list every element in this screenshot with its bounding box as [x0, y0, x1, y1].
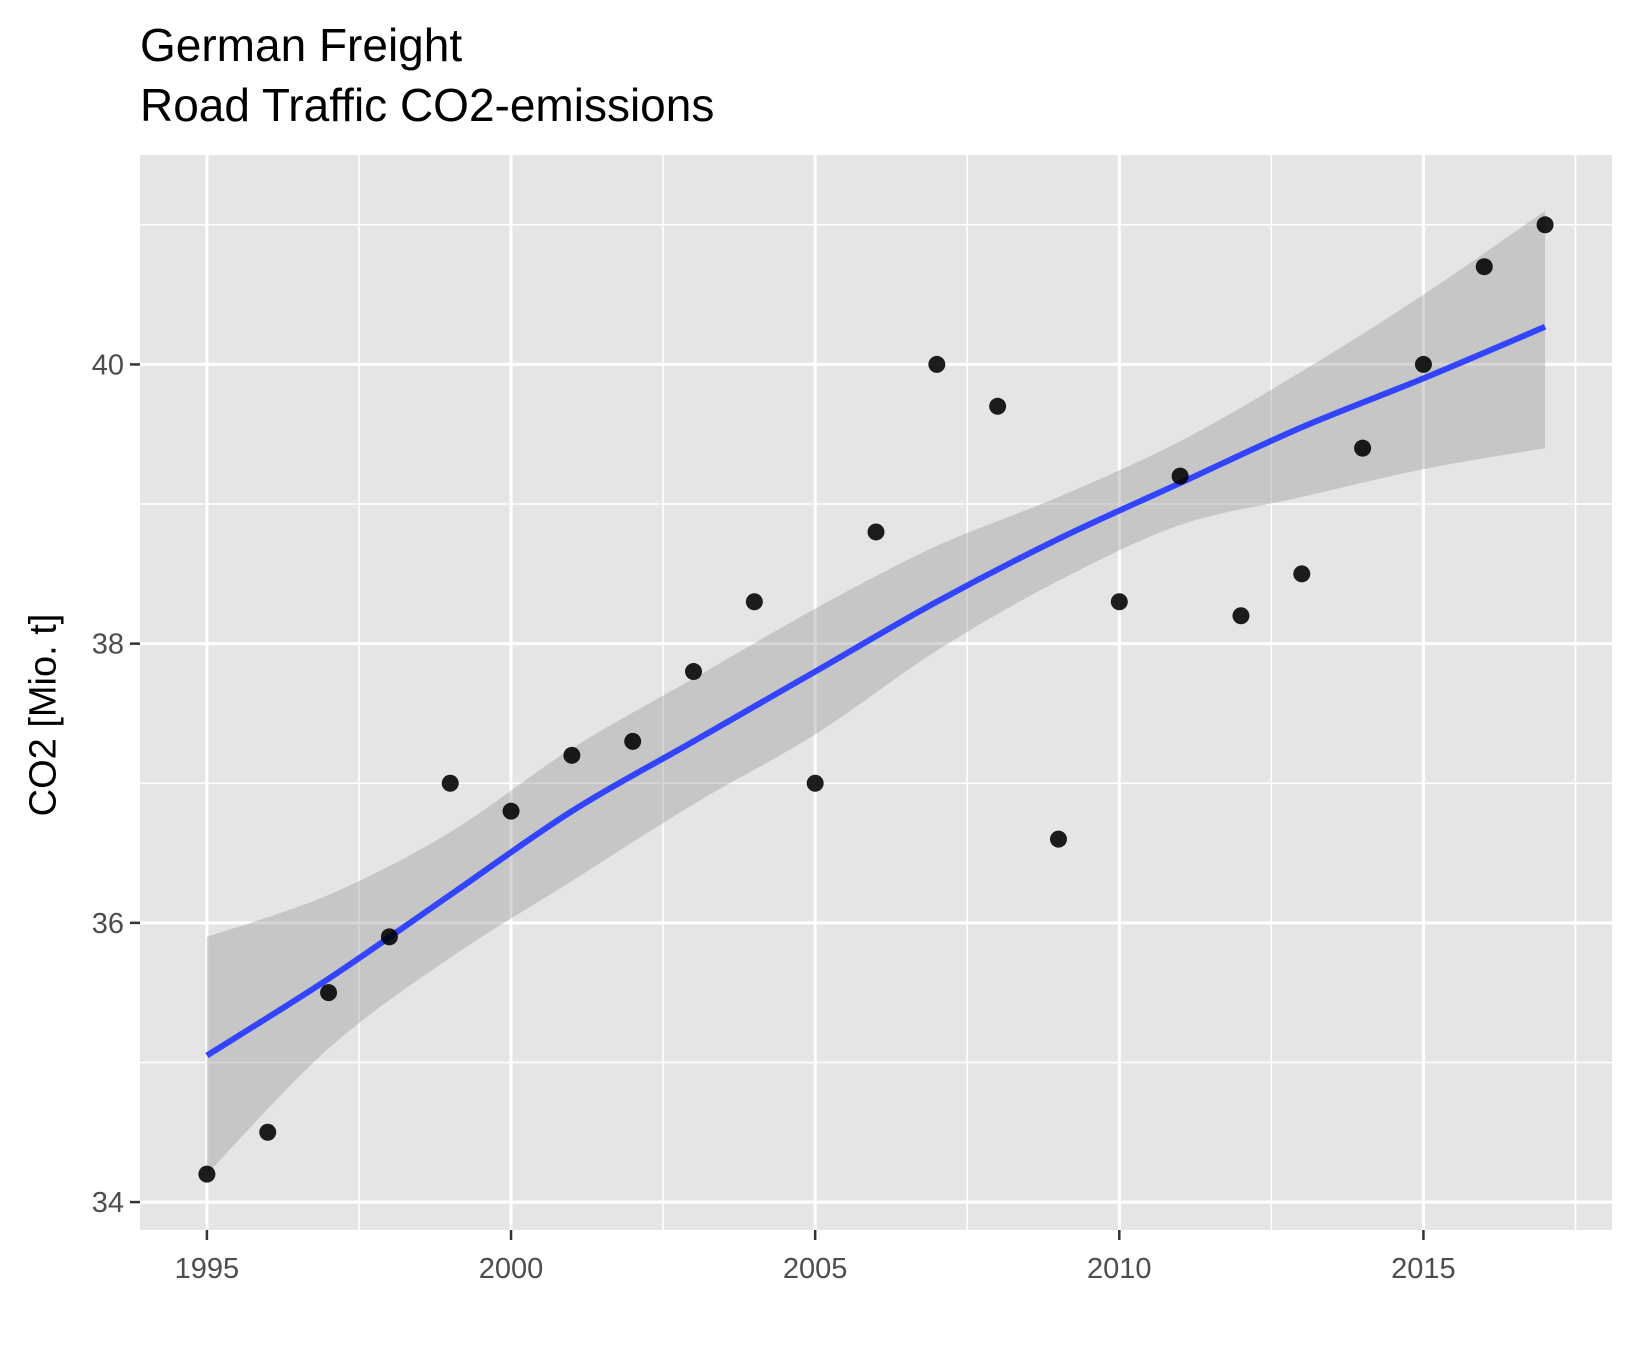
y-tick-label: 38 [92, 629, 124, 661]
data-point [624, 732, 642, 750]
data-point [1110, 593, 1128, 611]
grid-major [140, 155, 1612, 1230]
data-point [441, 774, 459, 792]
axis-ticks [130, 363, 1425, 1240]
x-tick-label: 2000 [479, 1253, 544, 1285]
smooth-line [205, 323, 1547, 1059]
y-tick-label: 34 [92, 1187, 124, 1219]
data-point [1536, 216, 1554, 234]
data-point [1475, 258, 1493, 276]
data-point [1414, 355, 1432, 373]
plot-panel [140, 155, 1612, 1230]
data-point [320, 984, 338, 1002]
y-tick-labels: 34 36 38 40 [92, 349, 124, 1219]
chart-title: German Freight [140, 19, 463, 71]
x-tick-label: 1995 [175, 1253, 240, 1285]
x-tick-label: 2015 [1391, 1253, 1456, 1285]
y-tick-label: 40 [92, 349, 124, 381]
data-point [563, 746, 581, 764]
data-point [1171, 467, 1189, 485]
data-point [928, 355, 946, 373]
data-point [867, 523, 885, 541]
chart-subtitle: Road Traffic CO2-emissions [140, 79, 715, 131]
confidence-band [206, 210, 1546, 1175]
data-point [502, 802, 520, 820]
data-points [198, 216, 1554, 1183]
grid-minor [140, 155, 1612, 1230]
y-tick-label: 36 [92, 908, 124, 940]
data-point [806, 774, 824, 792]
data-point [1293, 565, 1311, 583]
data-point [685, 663, 703, 681]
data-point [1049, 830, 1067, 848]
data-point [198, 1165, 216, 1183]
data-point [259, 1123, 277, 1141]
x-tick-label: 2005 [783, 1253, 848, 1285]
x-tick-labels: 1995 2000 2005 2010 2015 [175, 1253, 1456, 1285]
data-point [1232, 607, 1250, 625]
data-point [380, 928, 398, 946]
data-point [989, 397, 1007, 415]
data-point [745, 593, 763, 611]
x-tick-label: 2010 [1087, 1253, 1152, 1285]
data-point [1354, 439, 1372, 457]
